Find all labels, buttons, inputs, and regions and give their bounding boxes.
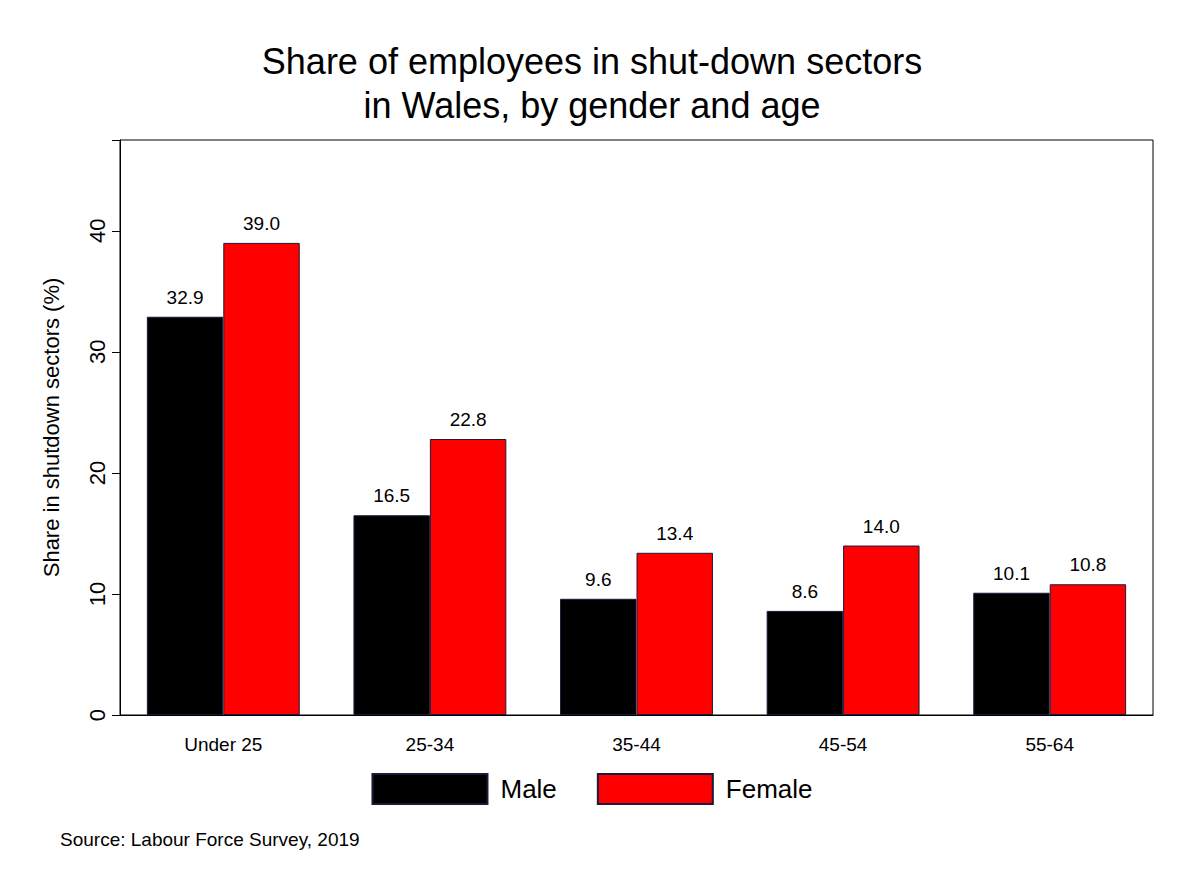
svg-text:10: 10 [85,582,110,606]
svg-text:Female: Female [726,774,813,804]
svg-text:0: 0 [85,709,110,721]
svg-text:39.0: 39.0 [243,213,280,234]
svg-text:32.9: 32.9 [167,287,204,308]
svg-text:40: 40 [85,219,110,243]
svg-text:Share of employees in shut-dow: Share of employees in shut-down sectors [262,41,922,82]
svg-text:30: 30 [85,340,110,364]
svg-text:22.8: 22.8 [450,409,487,430]
svg-text:10.8: 10.8 [1069,554,1106,575]
svg-text:25-34: 25-34 [406,734,455,755]
svg-text:in Wales, by gender and age: in Wales, by gender and age [364,85,821,126]
svg-text:45-54: 45-54 [819,734,868,755]
svg-text:Under 25: Under 25 [184,734,262,755]
svg-text:55-64: 55-64 [1025,734,1074,755]
svg-text:35-44: 35-44 [612,734,661,755]
svg-text:9.6: 9.6 [585,569,611,590]
svg-text:8.6: 8.6 [792,581,818,602]
svg-text:10.1: 10.1 [993,563,1030,584]
svg-text:20: 20 [85,461,110,485]
svg-text:Share in shutdown sectors (%): Share in shutdown sectors (%) [39,278,64,578]
svg-text:Male: Male [500,774,556,804]
svg-text:14.0: 14.0 [863,516,900,537]
svg-text:13.4: 13.4 [656,523,693,544]
svg-text:16.5: 16.5 [373,485,410,506]
svg-text:Source: Labour Force Survey, 2: Source: Labour Force Survey, 2019 [60,829,360,850]
